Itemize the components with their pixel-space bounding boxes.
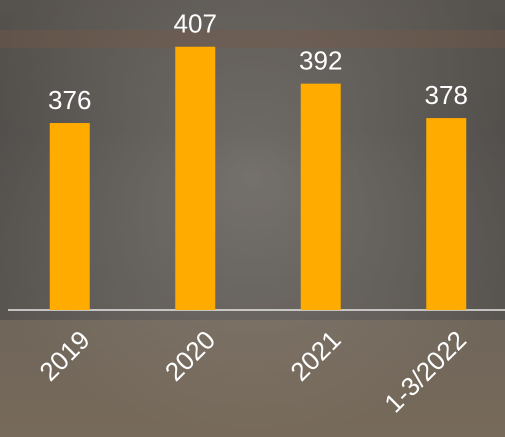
background-ground <box>0 320 505 437</box>
bar <box>426 118 467 310</box>
bar <box>49 123 90 311</box>
background-brick <box>0 30 505 48</box>
bar <box>175 46 216 310</box>
data-label: 392 <box>299 46 342 76</box>
data-label: 376 <box>48 85 91 115</box>
data-label: 407 <box>174 9 217 39</box>
data-label: 378 <box>425 80 468 110</box>
bar <box>300 83 341 311</box>
